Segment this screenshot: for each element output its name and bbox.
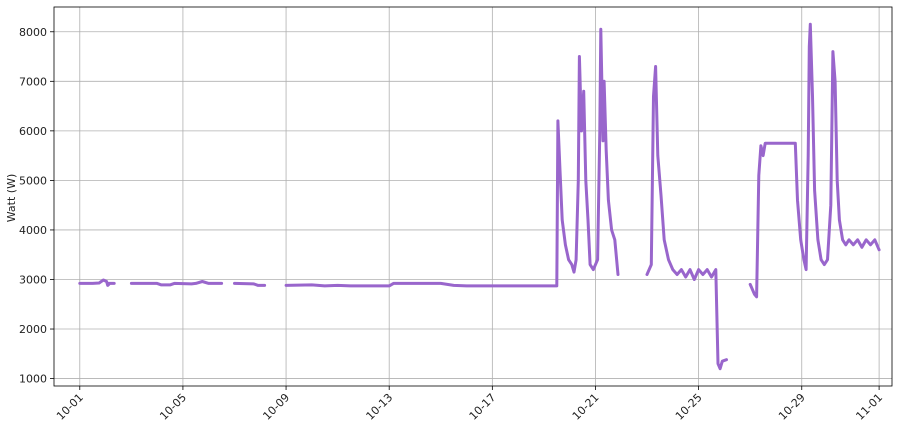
data-series — [78, 22, 881, 371]
y-tick-label: 7000 — [19, 75, 47, 88]
y-tick-label: 3000 — [19, 273, 47, 286]
series-line-segment — [284, 27, 620, 288]
y-tick-label: 1000 — [19, 373, 47, 386]
grid — [54, 7, 892, 386]
plot-frame — [53, 6, 893, 387]
y-axis: 1000 2000 3000 4000 5000 6000 7000 8000 — [19, 26, 54, 386]
series-line-segment — [233, 281, 267, 287]
y-tick-label: 2000 — [19, 323, 47, 336]
y-tick-label: 5000 — [19, 174, 47, 187]
y-tick-label: 6000 — [19, 125, 47, 138]
series-line-segment — [78, 278, 111, 287]
y-tick-label: 4000 — [19, 224, 47, 237]
series-line-segment — [129, 280, 224, 287]
series-line-segment — [645, 65, 728, 371]
y-axis-label: Watt (W) — [5, 174, 18, 223]
y-tick-label: 8000 — [19, 26, 47, 39]
series-line-segment — [748, 22, 881, 299]
